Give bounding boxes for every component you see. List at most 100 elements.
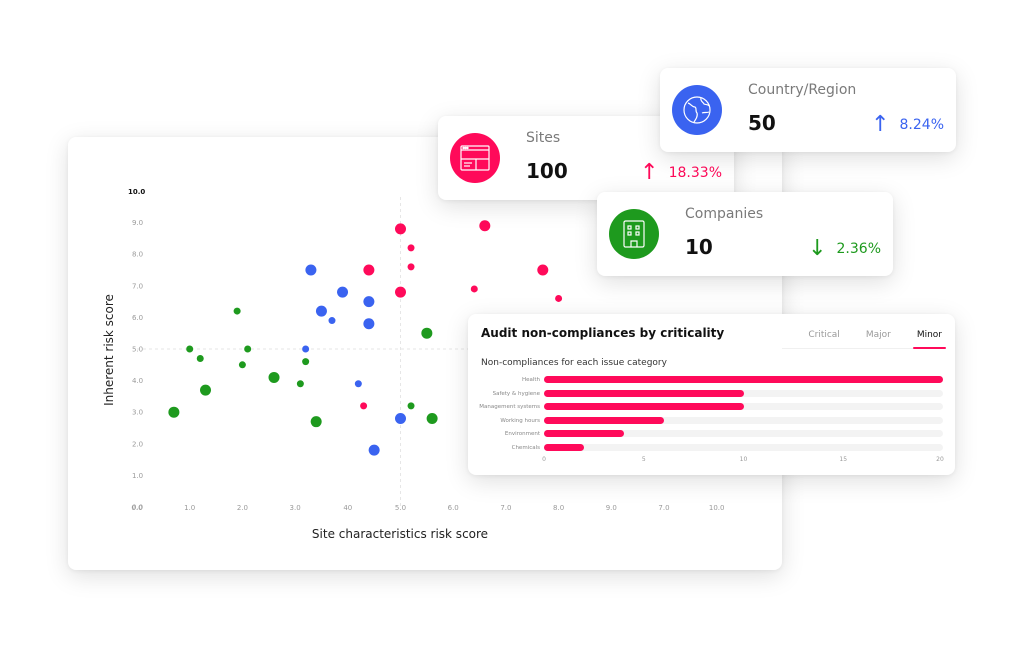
scatter-point-medium[interactable] bbox=[368, 444, 380, 456]
y-tick-label: 1.0 bbox=[132, 472, 143, 480]
scatter-point-low[interactable] bbox=[233, 307, 241, 315]
scatter-point-low[interactable] bbox=[421, 327, 433, 339]
y-axis-title: Inherent risk score bbox=[102, 294, 116, 406]
tab-critical[interactable]: Critical bbox=[808, 330, 840, 340]
bar-fill[interactable] bbox=[544, 389, 744, 397]
scatter-point-low[interactable] bbox=[407, 402, 415, 410]
y-tick-label: 2.0 bbox=[132, 440, 143, 448]
x-tick-label: 2.0 bbox=[237, 504, 248, 512]
x-tick-label: 9.0 bbox=[606, 504, 617, 512]
kpi-card-companies[interactable]: Companies 10 ↓ 2.36% bbox=[597, 192, 893, 276]
bar-label: Working hours bbox=[500, 417, 540, 424]
bar-fill[interactable] bbox=[544, 430, 624, 437]
scatter-point-high[interactable] bbox=[407, 263, 415, 271]
y-tick-label: 5.0 bbox=[132, 346, 143, 354]
scatter-point-high[interactable] bbox=[395, 286, 406, 298]
scatter-point-low[interactable] bbox=[310, 416, 322, 428]
x-tick-label: 20 bbox=[936, 456, 944, 463]
scatter-point-medium[interactable] bbox=[305, 264, 317, 276]
bar-row: Health bbox=[468, 376, 955, 384]
kpi-label: Sites bbox=[526, 130, 561, 146]
bar-track bbox=[544, 403, 943, 410]
tab-major[interactable]: Major bbox=[865, 330, 891, 340]
scatter-point-low[interactable] bbox=[168, 406, 180, 418]
scatter-point-low[interactable] bbox=[196, 354, 204, 362]
scatter-point-low[interactable] bbox=[268, 371, 280, 383]
scatter-point-medium[interactable] bbox=[363, 296, 375, 308]
x-tick-label: 0 bbox=[542, 456, 546, 463]
scatter-point-low[interactable] bbox=[302, 358, 310, 366]
scatter-point-high[interactable] bbox=[407, 244, 415, 252]
scatter-point-medium[interactable] bbox=[328, 317, 336, 325]
y-tick-label: 9.0 bbox=[132, 219, 143, 227]
y-tick-label: 6.0 bbox=[132, 314, 143, 322]
y-tick-label: 7.0 bbox=[132, 282, 143, 290]
x-tick-label: 6.0 bbox=[448, 504, 459, 512]
scatter-point-high[interactable] bbox=[360, 402, 368, 410]
arrow-down-icon: ↓ bbox=[808, 236, 827, 261]
tab-minor[interactable]: Minor bbox=[912, 330, 947, 349]
bar-row: Working hours bbox=[468, 416, 955, 425]
scatter-point-medium[interactable] bbox=[363, 318, 375, 330]
scatter-point-high[interactable] bbox=[470, 285, 478, 293]
scatter-point-medium[interactable] bbox=[395, 413, 406, 425]
x-tick-label: 40 bbox=[343, 504, 352, 512]
x-tick-label: 5.0 bbox=[395, 504, 406, 512]
scatter-point-medium[interactable] bbox=[315, 305, 327, 317]
kpi-label: Country/Region bbox=[748, 82, 857, 98]
bar-row: Chemicals bbox=[468, 443, 955, 452]
scatter-point-low[interactable] bbox=[296, 380, 304, 388]
kpi-change: ↑ 18.33% bbox=[640, 162, 722, 184]
audit-noncompliance-card: Audit non-compliances by criticality Cri… bbox=[468, 314, 955, 475]
bar-track bbox=[544, 389, 943, 397]
x-tick-label: 0.0 bbox=[131, 504, 142, 512]
scatter-point-high[interactable] bbox=[555, 294, 563, 302]
x-tick-label: 8.0 bbox=[553, 504, 564, 512]
audit-card-title: Audit non-compliances by criticality bbox=[481, 326, 725, 340]
bar-fill[interactable] bbox=[544, 443, 584, 451]
x-tick-label: 1.0 bbox=[184, 504, 195, 512]
scatter-point-low[interactable] bbox=[426, 413, 438, 425]
y-tick-label: 3.0 bbox=[132, 409, 143, 417]
bar-label: Safety & hygiene bbox=[492, 390, 540, 397]
bar-label: Management systems bbox=[479, 404, 540, 410]
kpi-card-country-region[interactable]: Country/Region 50 ↑ 8.24% bbox=[660, 68, 956, 152]
x-tick-label: 7.0 bbox=[500, 504, 511, 512]
kpi-label: Companies bbox=[685, 206, 764, 222]
scatter-point-low[interactable] bbox=[200, 384, 212, 396]
scatter-point-medium[interactable] bbox=[302, 345, 310, 353]
building-icon bbox=[609, 209, 659, 259]
bar-label: Health bbox=[521, 377, 540, 383]
arrow-up-icon: ↑ bbox=[640, 160, 659, 185]
scatter-point-high[interactable] bbox=[363, 264, 375, 276]
kpi-value: 50 bbox=[748, 111, 776, 135]
scatter-point-high[interactable] bbox=[537, 264, 549, 276]
noncompliance-bar-chart: Health Safety & hygiene Management syste… bbox=[468, 376, 955, 471]
bar-track bbox=[544, 416, 943, 424]
x-tick-label: 10.0 bbox=[709, 504, 725, 512]
bar-label: Chemicals bbox=[511, 444, 540, 451]
scatter-point-low[interactable] bbox=[238, 361, 246, 369]
bar-fill[interactable] bbox=[544, 376, 943, 383]
scatter-point-low[interactable] bbox=[244, 345, 252, 353]
kpi-value: 10 bbox=[685, 235, 713, 259]
scatter-point-medium[interactable] bbox=[354, 380, 362, 388]
scatter-point-medium[interactable] bbox=[337, 286, 349, 298]
x-tick-label: 15 bbox=[839, 456, 848, 463]
scatter-point-low[interactable] bbox=[186, 345, 194, 353]
y-tick-label: 8.0 bbox=[132, 251, 143, 259]
x-tick-label: 3.0 bbox=[290, 504, 301, 512]
kpi-change: ↓ 2.36% bbox=[808, 238, 881, 260]
website-layout-icon bbox=[450, 133, 500, 183]
kpi-value: 100 bbox=[526, 159, 568, 183]
bar-track bbox=[544, 430, 943, 437]
bar-row: Safety & hygiene bbox=[468, 389, 955, 398]
bar-fill[interactable] bbox=[544, 403, 744, 410]
scatter-point-high[interactable] bbox=[395, 223, 406, 235]
scatter-point-high[interactable] bbox=[479, 220, 491, 232]
bar-fill[interactable] bbox=[544, 416, 664, 424]
kpi-change: ↑ 8.24% bbox=[871, 114, 944, 136]
y-tick-label: 0.0 bbox=[132, 504, 143, 512]
x-tick-label: 7.0 bbox=[658, 504, 669, 512]
bar-row: Management systems bbox=[468, 403, 955, 411]
